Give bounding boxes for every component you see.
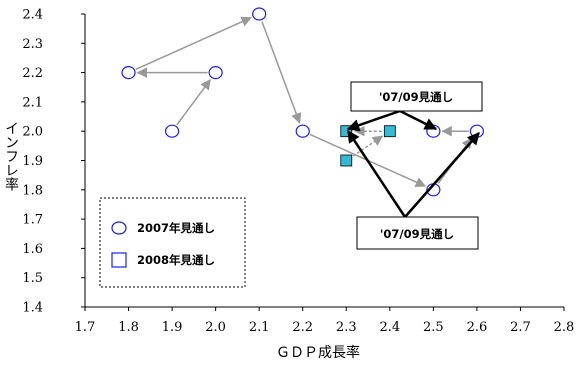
connector-2008 [352,135,384,157]
x-tick-label: 2.3 [336,320,357,335]
point-2007 [252,7,267,21]
x-tick-label: 2.6 [467,320,488,335]
y-tick-label: 1.8 [22,183,43,198]
y-tick-label: 2.3 [22,37,43,52]
legend-box [99,197,246,288]
x-tick-label: 2.1 [249,320,270,335]
connector-2007 [176,78,211,126]
y-tick-label: 2.1 [22,95,43,110]
y-tick-label: 1.4 [22,301,43,316]
connector-2007 [261,21,302,124]
callout-1-box [350,81,483,112]
x-tick-label: 1.8 [118,320,139,335]
y-tick-label: 1.5 [22,271,43,286]
x-tick-label: 1.9 [162,320,183,335]
callout-1-text: '07/09見通し [379,90,453,104]
x-tick-label: 2.8 [554,320,575,335]
point-2007 [295,124,310,138]
x-tick-label: 2.0 [205,320,226,335]
y-tick-label: 2.4 [22,8,43,23]
legend-marker-2007 [111,221,127,235]
callout-1-leader-a [346,109,401,132]
x-tick-label: 2.4 [379,320,400,335]
legend: 2007年見通し 2008年見通し [99,197,246,288]
y-tick-label: 1.7 [22,213,43,228]
point-2008 [383,125,396,138]
connector-2007 [135,16,252,71]
x-axis-title: ＧＤＰ成長率 [276,344,360,361]
legend-marker-2008 [111,252,127,268]
callout-1: '07/09見通し [346,81,483,132]
y-tick-label: 1.9 [22,154,43,169]
callout-2-leader-a [346,129,407,218]
callout-2-leader-b [404,132,480,218]
y-tick-label: 2.2 [22,66,43,81]
x-tick-label: 2.7 [510,320,531,335]
callout-1-leader-b [399,109,438,131]
point-2007 [121,65,136,80]
callout-2: '07/09見通し [346,129,480,250]
y-axis-title: インフレ率 [3,121,19,191]
y-tick-label: 2.0 [22,125,43,140]
y-tick-label: 1.6 [22,242,43,257]
x-tick-label: 2.5 [423,320,444,335]
callout-2-box [356,216,479,250]
x-tick-label: 1.7 [75,320,96,335]
point-2007 [208,65,223,80]
point-2007 [164,124,180,138]
legend-label-2007: 2007年見通し [137,221,215,235]
legend-label-2008: 2008年見通し [137,253,215,267]
x-tick-label: 2.2 [292,320,313,335]
callout-2-text: '07/09見通し [380,227,454,241]
point-2008 [340,154,353,167]
